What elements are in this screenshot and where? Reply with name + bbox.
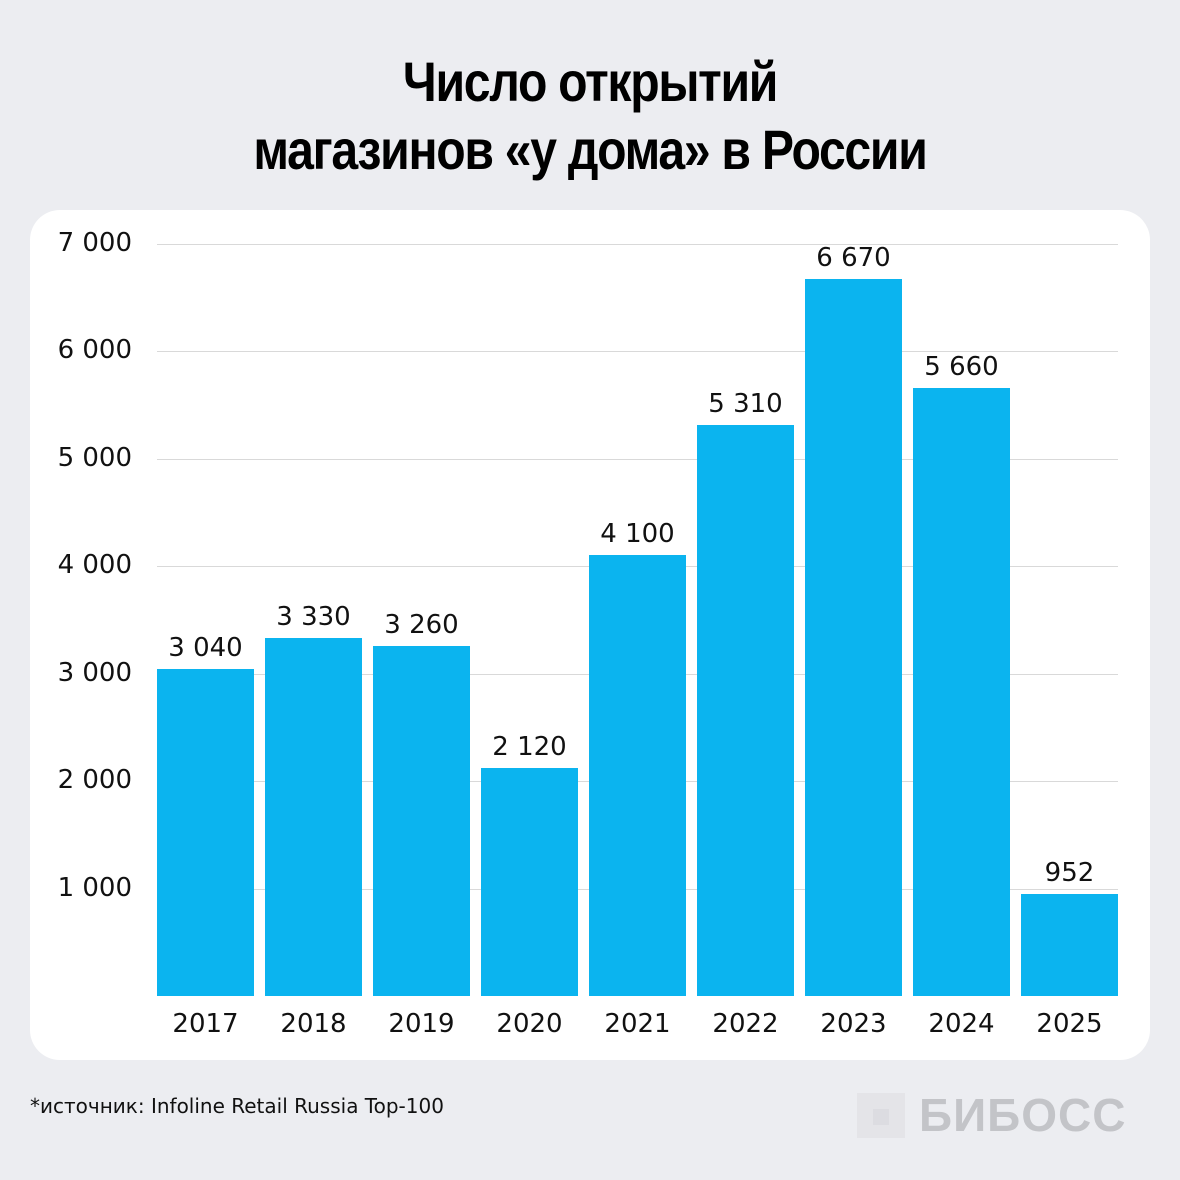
gridline — [157, 459, 1118, 460]
bar-value-label: 2 120 — [492, 732, 567, 762]
x-axis-tick-label: 2024 — [928, 1009, 995, 1039]
source-footnote: *источник: Infoline Retail Russia Top-10… — [30, 1094, 444, 1118]
x-axis-tick-label: 2025 — [1036, 1009, 1103, 1039]
x-axis-tick-label: 2017 — [172, 1009, 239, 1039]
y-axis-tick-label: 2 000 — [57, 765, 132, 795]
brand-mark-icon — [857, 1092, 905, 1138]
bar-value-label: 6 670 — [816, 243, 891, 273]
bar-value-label: 5 660 — [924, 352, 999, 382]
bar-value-label: 3 040 — [168, 633, 243, 663]
bar-value-label: 5 310 — [708, 389, 783, 419]
y-axis-tick-label: 7 000 — [57, 228, 132, 258]
bar-2024 — [913, 388, 1010, 996]
x-axis-tick-label: 2019 — [388, 1009, 455, 1039]
x-axis-tick-label: 2021 — [604, 1009, 671, 1039]
bar-2018 — [265, 638, 362, 996]
brand-logo: БИБОСС — [857, 1088, 1126, 1142]
y-axis-tick-label: 4 000 — [57, 550, 132, 580]
bar-2025 — [1021, 894, 1118, 996]
y-axis-tick-label: 1 000 — [57, 873, 132, 903]
bar-2022 — [697, 425, 794, 996]
y-axis-tick-label: 6 000 — [57, 335, 132, 365]
bar-2020 — [481, 768, 578, 996]
chart-title-line-1: Число открытий — [402, 50, 778, 113]
chart-title-line-2: магазинов «у дома» в России — [253, 118, 927, 181]
x-axis-tick-label: 2023 — [820, 1009, 887, 1039]
bar-value-label: 4 100 — [600, 519, 675, 549]
x-axis-tick-label: 2022 — [712, 1009, 779, 1039]
bar-value-label: 3 260 — [384, 610, 459, 640]
bar-2023 — [805, 279, 902, 996]
y-axis-tick-label: 5 000 — [57, 443, 132, 473]
x-axis-tick-label: 2018 — [280, 1009, 347, 1039]
gridline — [157, 244, 1118, 245]
bar-value-label: 3 330 — [276, 602, 351, 632]
chart-title: Число открытий магазинов «у дома» в Росс… — [83, 48, 1098, 184]
bar-2019 — [373, 646, 470, 996]
bar-value-label: 952 — [1044, 858, 1095, 888]
x-axis-tick-label: 2020 — [496, 1009, 563, 1039]
brand-name: БИБОСС — [919, 1089, 1127, 1141]
gridline — [157, 351, 1118, 352]
bar-2021 — [589, 555, 686, 996]
y-axis-tick-label: 3 000 — [57, 658, 132, 688]
bar-2017 — [157, 669, 254, 996]
